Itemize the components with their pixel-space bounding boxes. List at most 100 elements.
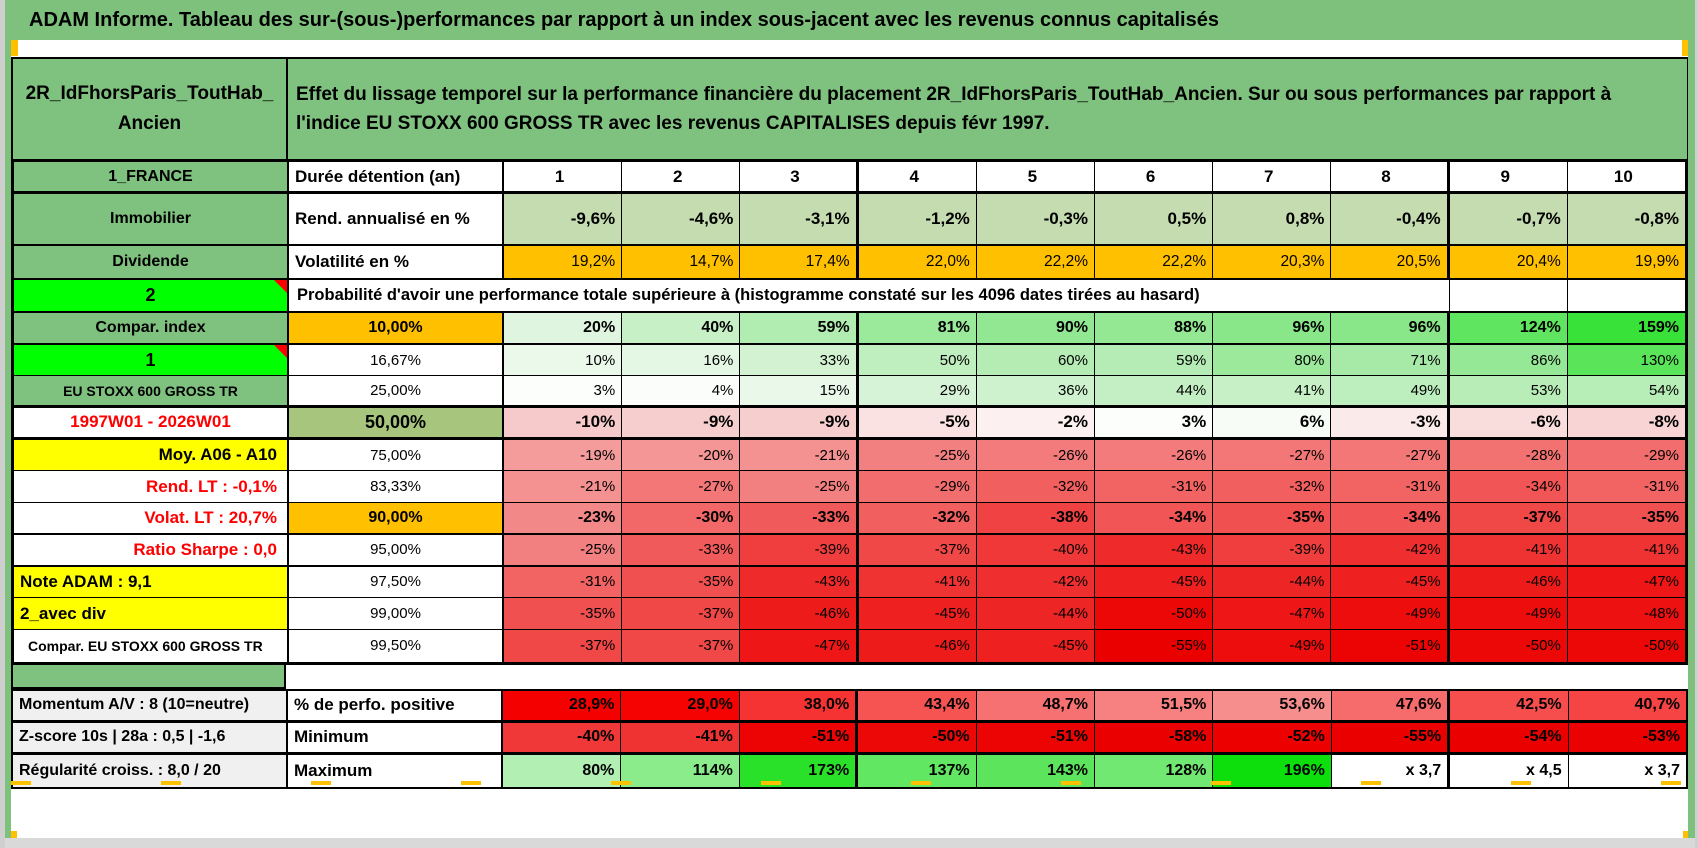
value-cell[interactable]: -54% — [1450, 722, 1569, 755]
value-cell[interactable]: -50% — [1094, 598, 1214, 630]
value-cell[interactable]: -37% — [504, 629, 623, 662]
value-cell[interactable]: -52% — [1213, 722, 1332, 755]
value-cell[interactable]: 20,3% — [1213, 246, 1332, 280]
value-cell[interactable]: -45% — [858, 598, 977, 630]
duration-value-cell[interactable]: 2 — [622, 162, 741, 194]
value-cell[interactable]: 36% — [976, 376, 1095, 409]
row-label[interactable]: EU STOXX 600 GROSS TR — [14, 376, 289, 409]
value-cell[interactable]: 40% — [622, 313, 741, 345]
value-cell[interactable]: 10% — [504, 344, 623, 377]
value-cell[interactable]: 38,0% — [739, 690, 859, 723]
value-cell[interactable]: -48% — [1567, 598, 1686, 630]
value-cell[interactable]: 130% — [1567, 344, 1686, 377]
row-sublabel[interactable]: 10,00% — [289, 313, 504, 345]
value-cell[interactable]: -37% — [622, 629, 741, 662]
row-sublabel[interactable]: 83,33% — [289, 471, 504, 504]
value-cell[interactable]: -49% — [1331, 598, 1450, 630]
value-cell[interactable]: -44% — [976, 598, 1095, 630]
value-cell[interactable]: 159% — [1567, 313, 1686, 345]
duration-value-cell[interactable]: 3 — [740, 162, 859, 194]
row-label[interactable]: Compar. index — [14, 313, 289, 345]
value-cell[interactable]: 96% — [1213, 313, 1332, 345]
row-label[interactable]: Compar. EU STOXX 600 GROSS TR — [14, 629, 289, 662]
value-cell[interactable]: -41% — [621, 722, 740, 755]
value-cell[interactable]: -47% — [1567, 566, 1686, 599]
value-cell[interactable]: -4,6% — [622, 194, 741, 246]
value-cell[interactable]: -51% — [1331, 629, 1450, 662]
row-label[interactable]: 2 — [14, 280, 289, 313]
row-sublabel[interactable]: 99,00% — [289, 598, 504, 630]
duration-value-cell[interactable]: 5 — [976, 162, 1095, 194]
value-cell[interactable]: -27% — [1213, 439, 1332, 472]
value-cell[interactable]: -29% — [1567, 439, 1686, 472]
value-cell[interactable]: -49% — [1213, 629, 1332, 662]
row-sublabel[interactable]: Minimum — [288, 722, 503, 755]
value-cell[interactable]: -32% — [1213, 471, 1332, 504]
value-cell[interactable]: -28% — [1449, 439, 1568, 472]
value-cell[interactable]: 19,9% — [1567, 246, 1686, 280]
value-cell[interactable]: -41% — [858, 566, 977, 599]
value-cell[interactable]: -6% — [1449, 408, 1568, 440]
value-cell[interactable]: -49% — [1449, 598, 1568, 630]
value-cell[interactable]: 20,5% — [1331, 246, 1450, 280]
value-cell[interactable]: -27% — [1331, 439, 1450, 472]
value-cell[interactable]: 59% — [1094, 344, 1214, 377]
value-cell[interactable]: -45% — [976, 629, 1095, 662]
value-cell[interactable]: -35% — [1567, 503, 1686, 535]
value-cell[interactable]: -25% — [504, 534, 623, 567]
value-cell[interactable]: 20,4% — [1449, 246, 1568, 280]
value-cell[interactable]: 80% — [1213, 344, 1332, 377]
value-cell[interactable]: -37% — [622, 598, 741, 630]
row-sublabel[interactable]: 99,50% — [289, 629, 504, 662]
row-label[interactable]: Ratio Sharpe : 0,0 — [14, 534, 289, 567]
value-cell[interactable]: -32% — [858, 503, 977, 535]
row-label-france[interactable]: 1_FRANCE — [14, 162, 289, 194]
value-cell[interactable]: -55% — [1094, 629, 1214, 662]
value-cell[interactable]: 28,9% — [503, 690, 622, 723]
row-label[interactable]: Moy. A06 - A10 — [14, 439, 289, 472]
value-cell[interactable]: 49% — [1331, 376, 1450, 409]
value-cell[interactable]: -23% — [504, 503, 623, 535]
value-cell[interactable]: -26% — [1094, 439, 1214, 472]
duration-value-cell[interactable]: 10 — [1567, 162, 1686, 194]
value-cell[interactable]: -45% — [1094, 566, 1214, 599]
value-cell[interactable]: -50% — [858, 722, 977, 755]
value-cell[interactable]: -47% — [740, 629, 859, 662]
value-cell[interactable]: 88% — [1094, 313, 1214, 345]
value-cell[interactable]: -39% — [1213, 534, 1332, 567]
duration-value-cell[interactable]: 6 — [1094, 162, 1214, 194]
value-cell[interactable]: -34% — [1449, 471, 1568, 504]
value-cell[interactable]: 29% — [858, 376, 977, 409]
value-cell[interactable]: 22,2% — [976, 246, 1095, 280]
value-cell[interactable]: 60% — [976, 344, 1095, 377]
value-cell[interactable]: 15% — [740, 376, 859, 409]
value-cell[interactable]: 71% — [1331, 344, 1450, 377]
value-cell[interactable]: -46% — [740, 598, 859, 630]
duration-value-cell[interactable]: 9 — [1449, 162, 1568, 194]
value-cell[interactable]: -55% — [1331, 722, 1451, 755]
value-cell[interactable]: 43,4% — [858, 690, 977, 723]
value-cell[interactable]: -0,8% — [1567, 194, 1686, 246]
value-cell[interactable]: -42% — [1331, 534, 1450, 567]
value-cell[interactable]: 40,7% — [1568, 690, 1687, 723]
row-label[interactable]: Z-score 10s | 28a : 0,5 | -1,6 — [13, 722, 288, 755]
value-cell[interactable]: -32% — [976, 471, 1095, 504]
value-cell[interactable]: -50% — [1449, 629, 1568, 662]
green-spacer-cell[interactable] — [11, 664, 286, 689]
value-cell[interactable]: -2% — [976, 408, 1095, 440]
value-cell[interactable]: -25% — [740, 471, 859, 504]
value-cell[interactable]: -50% — [1567, 629, 1686, 662]
value-cell[interactable]: -35% — [504, 598, 623, 630]
value-cell[interactable]: 0,5% — [1094, 194, 1214, 246]
value-cell[interactable]: 96% — [1331, 313, 1450, 345]
value-cell[interactable]: 6% — [1213, 408, 1332, 440]
duration-value-cell[interactable]: 7 — [1213, 162, 1332, 194]
value-cell[interactable]: -21% — [740, 439, 859, 472]
value-cell[interactable]: 90% — [976, 313, 1095, 345]
value-cell[interactable]: -51% — [739, 722, 859, 755]
value-cell[interactable]: -25% — [858, 439, 977, 472]
value-cell[interactable]: -26% — [976, 439, 1095, 472]
value-cell[interactable]: -35% — [622, 566, 741, 599]
value-cell[interactable]: -38% — [976, 503, 1095, 535]
row-sublabel[interactable]: 90,00% — [289, 503, 504, 535]
